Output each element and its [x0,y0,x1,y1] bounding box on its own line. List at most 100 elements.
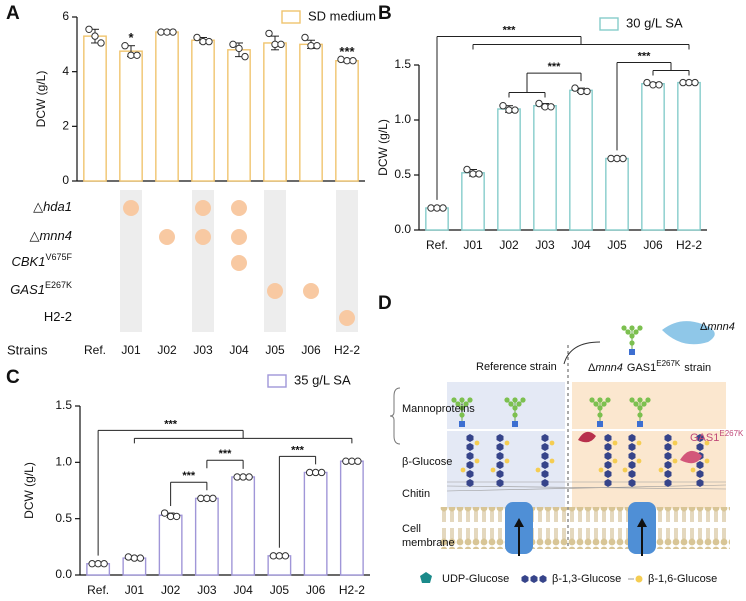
legend-swatch [267,374,287,388]
bar [299,43,323,182]
bar [533,104,557,231]
gene: GAS1 [10,282,45,297]
data-point [649,81,657,89]
symbol: △ [33,199,43,214]
data-point [469,170,477,178]
x-tick-label: J05 [265,343,285,357]
superscript: E267K [719,429,744,438]
y-axis-label: DCW (g/L) [22,462,36,519]
bar [191,39,215,182]
bar [605,157,629,231]
legend-label: SD medium [308,8,376,23]
layer-label: membrane [402,537,455,549]
data-point [91,32,99,40]
data-point [354,457,362,465]
data-point [241,52,249,61]
y-tick-label: 1.0 [394,112,411,126]
gene: GAS1 [627,362,656,374]
x-tick-label: H2-2 [334,343,360,357]
significance: *** [164,418,178,430]
data-point [169,28,177,36]
panel-label: B [378,3,392,24]
x-tick-label: H2-2 [676,238,702,252]
data-point [265,29,273,38]
bar [231,476,256,576]
significance: *** [291,444,305,456]
y-tick-label: 2 [62,119,69,133]
diagram: Mannoproteins β-Glucose Chitin Cell memb… [389,321,744,585]
legend-swatch [599,17,619,31]
arrow-head [514,518,524,527]
data-point [342,457,350,465]
data-point [655,81,663,89]
row-title: Strains [7,342,48,357]
column-shade [120,190,142,332]
x-tick-label: J06 [306,583,326,597]
data-point [172,512,181,521]
genotype-dot [123,200,139,216]
y-axis-label: DCW (g/L) [34,71,48,128]
bar [339,460,364,576]
genotype-dot [267,283,283,299]
data-point [229,40,237,49]
legend-icon [420,572,432,583]
data-point [607,154,615,163]
y-axis-label: DCW (g/L) [376,119,390,176]
genotype-dot [339,310,355,326]
bar [497,108,521,231]
bar [155,31,179,182]
data-point [613,154,621,163]
enzyme-label: GAS1E267K [690,429,744,444]
data-point [97,39,105,47]
scissors-hand [662,321,715,345]
x-tick-label: J04 [229,343,249,357]
data-point [571,84,579,92]
x-tick-label: J02 [499,238,519,252]
x-tick-label: J01 [463,238,483,252]
y-tick-label: 0.5 [394,167,411,181]
genotype-label: △mnn4 [29,228,72,243]
x-tick-label: J03 [193,343,213,357]
x-tick-label: J06 [643,238,663,252]
data-point [85,25,93,33]
data-point [511,106,519,114]
data-point [505,106,513,114]
y-tick-label: 0.0 [55,567,72,581]
data-point [317,468,326,477]
genotype-dot [195,200,211,216]
data-point [583,87,591,96]
genotype-dot [195,229,211,245]
genotype-dot [303,283,319,299]
x-tick-label: J01 [121,343,141,357]
data-point [277,40,285,49]
data-point [691,78,699,87]
x-tick-label: J02 [161,583,181,597]
bar [335,60,359,182]
cell-membrane [440,507,730,549]
legend-label: 30 g/L SA [626,15,683,30]
arrow [563,341,601,365]
data-point [235,44,243,53]
data-point [163,28,171,36]
bar [461,172,485,231]
significance: *** [638,50,652,62]
legend-label: β-1,6-Glucose [648,573,717,585]
x-tick-label: H2-2 [339,583,365,597]
x-tick-label: J03 [197,583,217,597]
x-tick-label: Ref. [87,583,109,597]
significance: *** [503,24,517,36]
genotype-label: CBK1V675F [12,252,73,269]
significance: *** [548,61,562,73]
data-point [197,494,205,503]
data-point [157,28,165,36]
data-point [205,37,213,46]
symbol: Δ [588,362,596,374]
layer-label: β-Glucose [402,456,452,468]
data-point [439,204,447,212]
chitin-fibers [446,484,727,492]
significance: * [128,30,134,45]
gene: hda1 [43,199,72,214]
enzyme [680,450,702,464]
data-point [301,33,309,42]
